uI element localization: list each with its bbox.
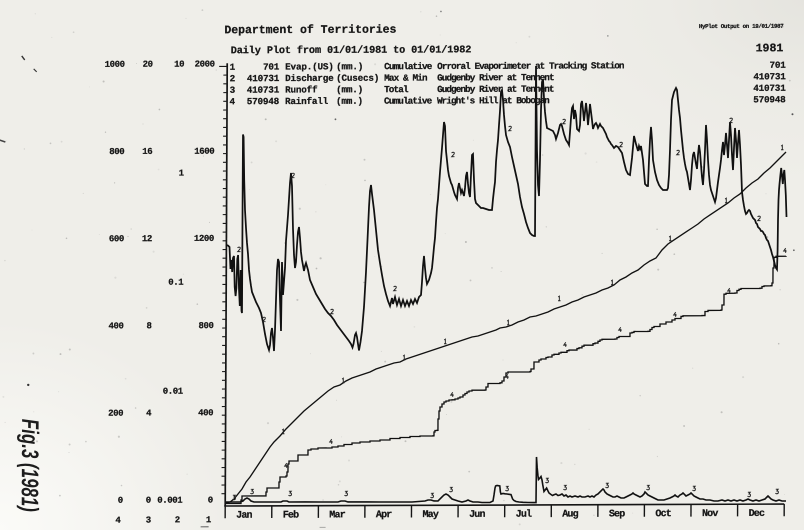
svg-text:Jan: Jan: [236, 511, 252, 522]
svg-text:(mm.): (mm.): [336, 96, 363, 107]
svg-text:400: 400: [108, 321, 123, 331]
svg-text:701: 701: [770, 60, 787, 71]
svg-text:410731: 410731: [753, 71, 786, 82]
svg-text:12: 12: [142, 234, 152, 244]
svg-text:200: 200: [108, 409, 123, 419]
svg-text:Jun: Jun: [469, 510, 485, 521]
svg-text:410731: 410731: [247, 85, 280, 96]
svg-text:701: 701: [263, 62, 280, 73]
svg-text:8: 8: [146, 321, 151, 331]
svg-text:1000: 1000: [105, 60, 125, 70]
svg-text:(mm.): (mm.): [336, 61, 363, 72]
svg-text:1: 1: [179, 169, 185, 179]
svg-text:0: 0: [146, 496, 151, 506]
svg-text:410731: 410731: [753, 83, 786, 94]
svg-text:Sep: Sep: [609, 509, 625, 520]
svg-text:570948: 570948: [753, 94, 786, 105]
svg-text:1981: 1981: [756, 42, 784, 55]
svg-text:Feb: Feb: [283, 509, 299, 521]
svg-text:Discharge: Discharge: [285, 73, 334, 84]
svg-text:May: May: [422, 510, 438, 521]
svg-text:Mar: Mar: [329, 510, 345, 521]
svg-text:HyPlot Output on 19/01/1987: HyPlot Output on 19/01/1987: [699, 23, 784, 30]
svg-text:16: 16: [142, 147, 152, 157]
svg-text:10: 10: [174, 60, 184, 70]
svg-text:0.01: 0.01: [163, 387, 184, 397]
svg-text:Max & Min: Max & Min: [384, 73, 428, 84]
svg-text:(mm.): (mm.): [336, 84, 363, 95]
svg-text:Department of Territories: Department of Territories: [224, 24, 396, 38]
svg-text:1600: 1600: [194, 147, 214, 157]
svg-text:Daily Plot from 01/01/1981 to: Daily Plot from 01/01/1981 to 01/01/1982: [231, 44, 472, 57]
svg-text:2: 2: [230, 73, 236, 84]
svg-text:Total: Total: [384, 84, 409, 95]
svg-text:Fig.3 (1981): Fig.3 (1981): [16, 419, 43, 512]
svg-text:Jul: Jul: [516, 509, 532, 521]
svg-text:Evap.(US): Evap.(US): [285, 61, 333, 72]
svg-text:Gudgenby River at Tennent: Gudgenby River at Tennent: [437, 84, 554, 95]
svg-text:0: 0: [118, 496, 123, 506]
svg-text:4: 4: [230, 96, 236, 107]
svg-text:1200: 1200: [194, 234, 214, 244]
svg-text:Oct: Oct: [655, 509, 671, 520]
svg-text:Wright's Hill at Bobogan: Wright's Hill at Bobogan: [437, 95, 550, 106]
svg-text:0.1: 0.1: [168, 278, 184, 288]
svg-text:0: 0: [208, 495, 213, 505]
svg-text:600: 600: [109, 234, 124, 244]
svg-text:3: 3: [230, 85, 236, 96]
svg-text:Cumulative: Cumulative: [384, 95, 433, 106]
svg-text:(Cusecs): (Cusecs): [336, 73, 379, 84]
svg-text:Dec: Dec: [749, 509, 765, 520]
svg-text:400: 400: [198, 408, 213, 418]
svg-text:4: 4: [146, 408, 152, 418]
svg-text:20: 20: [143, 60, 153, 70]
svg-text:1: 1: [230, 62, 236, 73]
svg-text:Apr: Apr: [376, 510, 392, 521]
svg-text:2000: 2000: [195, 59, 215, 69]
svg-text:3: 3: [146, 515, 151, 525]
svg-text:1: 1: [206, 515, 212, 525]
svg-text:800: 800: [198, 321, 213, 331]
svg-text:4: 4: [115, 516, 121, 526]
svg-text:Cumulative: Cumulative: [384, 61, 433, 72]
svg-text:410731: 410731: [247, 73, 280, 84]
svg-text:Orroral Evaporimeter at Tracki: Orroral Evaporimeter at Tracking Station: [437, 60, 625, 72]
svg-text:Gudgenby River at Tennent: Gudgenby River at Tennent: [437, 72, 554, 83]
svg-text:800: 800: [109, 147, 124, 157]
svg-text:Runoff: Runoff: [285, 84, 318, 95]
svg-text:2: 2: [175, 515, 180, 525]
svg-text:Rainfall: Rainfall: [285, 96, 329, 107]
svg-text:570948: 570948: [247, 96, 280, 107]
svg-text:Aug: Aug: [562, 509, 578, 520]
svg-text:Nov: Nov: [702, 509, 718, 520]
svg-text:0.001: 0.001: [157, 496, 183, 506]
